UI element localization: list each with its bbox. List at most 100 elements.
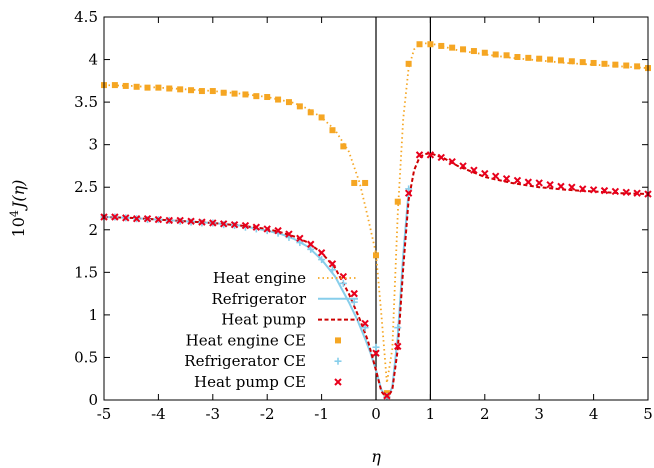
data-point-refrigerator-ce [328,266,336,274]
data-point-heat-pump-ce [111,213,119,221]
data-point-refrigerator-ce [318,256,326,264]
x-tick-label: 1 [426,405,436,423]
data-point-heat-pump-ce-stroke [589,186,598,194]
data-point-heat-pump-ce [394,342,402,351]
data-point-heat-pump-ce [209,219,217,227]
data-point-heat-pump-ce [459,162,467,170]
data-point-heat-pump-ce [589,186,598,194]
x-tick-label: 3 [534,405,544,423]
data-point-heat-pump-ce-stroke [579,185,587,193]
data-point-heat-engine-ce [373,252,379,259]
x-tick-label: -4 [151,405,166,423]
y-axis-label-func: J(η) [9,180,28,211]
data-point-heat-engine-ce [514,54,521,61]
y-axis-label-exponent: 4 [8,210,21,217]
legend-label-heat-pump-ce: Heat pump CE [194,373,306,391]
data-point-heat-engine-ce [198,88,205,95]
data-point-heat-engine-ce [590,59,597,66]
data-point-heat-engine-ce [438,42,445,49]
data-point-heat-engine-ce [557,57,564,64]
y-tick-label: 2 [88,221,98,239]
data-point-heat-pump-ce [557,182,565,191]
data-point-heat-pump-ce [372,349,380,357]
data-point-heat-pump-ce [252,223,261,231]
data-point-heat-pump-ce [600,186,609,195]
data-point-heat-engine-ce [579,59,586,66]
data-point-heat-engine-ce [220,89,227,96]
data-point-heat-pump-ce [263,225,271,233]
data-point-heat-pump-ce [241,221,250,230]
data-point-heat-engine-ce [340,143,347,150]
data-point-heat-pump-ce-stroke [481,169,489,178]
x-tick-label: -3 [205,405,220,423]
data-point-heat-pump-ce-stroke [252,223,261,231]
data-point-heat-engine-ce [122,82,129,89]
data-point-heat-pump-ce-stroke [383,392,391,400]
data-point-heat-engine-ce [394,198,401,205]
data-point-heat-engine-ce [481,49,488,56]
data-point-heat-engine-ce [264,94,271,101]
data-point-heat-pump-ce [535,179,543,187]
legend-sample-heat-pump-ce [334,378,342,386]
x-tick-label: -1 [314,405,329,423]
data-point-refrigerator-ce [405,185,413,193]
y-tick-label: 2.5 [74,178,98,196]
data-point-heat-engine-ce [318,114,325,121]
data-point-heat-pump-ce-stroke [296,234,304,242]
legend-sample-heat-pump-ce-stroke [334,378,342,386]
y-tick-label: 0.5 [74,348,98,366]
data-point-heat-engine-ce [612,61,619,68]
data-point-heat-pump-ce-stroke [524,178,533,186]
data-point-heat-pump-ce [633,189,641,197]
data-point-heat-engine-ce [275,96,282,103]
legend-label-refrigerator-ce: Refrigerator CE [184,352,306,370]
data-point-heat-pump-ce-stroke [198,218,206,226]
data-point-heat-pump-ce [481,169,489,178]
data-point-heat-engine-ce [536,55,543,62]
data-point-heat-pump-ce-stroke [372,349,380,357]
data-point-heat-pump-ce [568,183,576,191]
data-point-heat-engine-ce [242,91,249,98]
x-tick-label: 0 [371,405,381,423]
data-point-heat-engine-ce [188,87,195,94]
data-point-heat-pump-ce-stroke [263,225,271,233]
data-point-heat-pump-ce-stroke [285,230,293,238]
data-point-heat-pump-ce-stroke [165,216,173,225]
data-point-refrigerator-ce [361,324,369,332]
data-point-heat-engine-ce [460,46,467,53]
data-point-heat-engine-ce [177,86,184,93]
data-point-refrigerator-ce [394,324,402,332]
data-point-heat-engine-ce [601,60,608,67]
data-point-heat-engine-ce [547,56,554,63]
data-point-refrigerator-ce [307,245,315,253]
data-point-heat-pump-ce-stroke [350,289,358,298]
x-axis-label: η [371,447,381,466]
data-point-heat-pump-ce-stroke [111,213,119,221]
data-point-heat-pump-ce-stroke [187,217,195,225]
data-point-heat-engine-ce [503,52,510,59]
data-point-heat-engine-ce [209,88,216,95]
data-point-heat-pump-ce-stroke [317,249,326,257]
data-point-heat-pump-ce [546,180,554,189]
data-point-heat-engine-ce [525,54,532,61]
data-point-heat-pump-ce [491,172,500,180]
data-point-heat-pump-ce-stroke [600,186,609,195]
data-point-heat-pump-ce [383,392,391,400]
data-point-heat-pump-ce-stroke [546,180,554,189]
data-point-heat-engine-ce [568,58,575,65]
data-point-heat-pump-ce [274,226,282,235]
data-point-heat-pump-ce-stroke [568,183,576,191]
legend-label-heat-engine: Heat engine [213,269,306,287]
data-point-heat-pump-ce [502,175,511,183]
data-point-heat-pump-ce [122,214,130,222]
x-tick-label: 5 [643,405,653,423]
data-point-heat-pump-ce-stroke [437,153,445,162]
data-point-heat-pump-ce-stroke [209,219,217,227]
legend-label-heat-pump: Heat pump [221,311,306,329]
data-point-heat-engine-ce [634,63,641,70]
axis-ticks: -5 -4 -3 -2 -1 0 1 2 3 4 5 0 0.5 1 1.5 2 2.5 3 3.5 4 4.5 [74,8,653,423]
data-point-heat-engine-ce [253,93,260,100]
data-point-heat-pump-ce-stroke [328,260,337,268]
data-point-heat-pump-ce-stroke [426,151,435,159]
data-point-heat-pump-ce [611,187,620,196]
